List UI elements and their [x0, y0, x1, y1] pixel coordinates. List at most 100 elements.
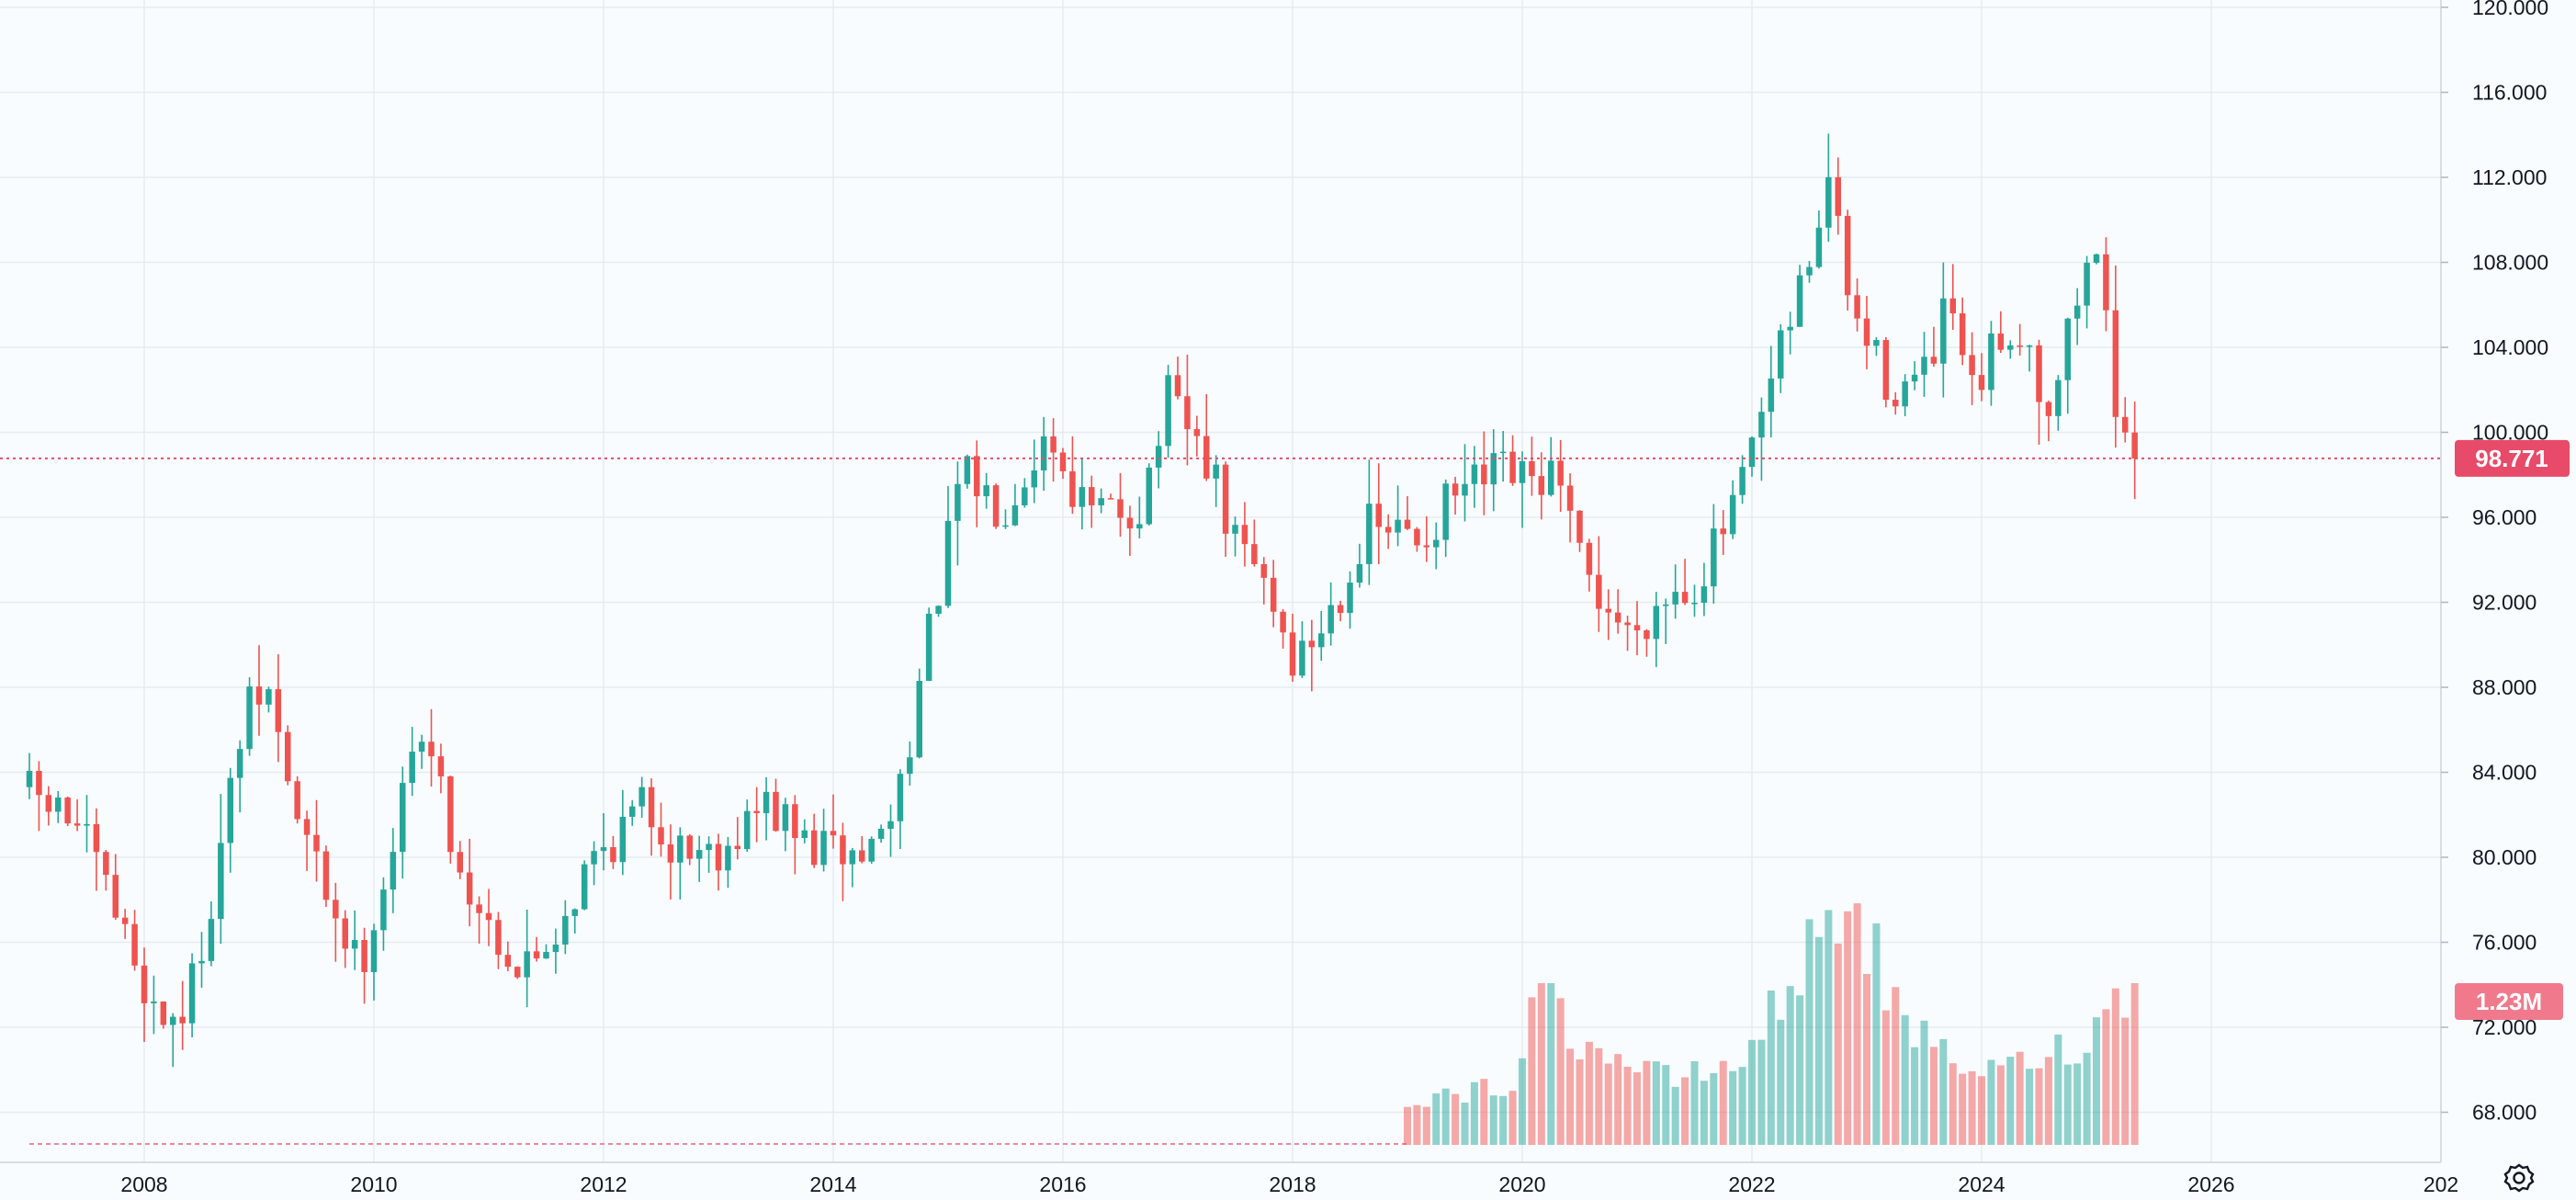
candle — [887, 804, 894, 857]
candle — [2017, 323, 2023, 356]
y-tick-label: 112.000 — [2472, 165, 2547, 189]
candle — [1165, 365, 1171, 458]
candle — [1241, 502, 1248, 567]
candle — [619, 789, 627, 876]
candle — [974, 440, 980, 527]
candle — [476, 896, 482, 945]
candle — [1681, 559, 1689, 606]
candle — [1050, 418, 1056, 482]
candle — [1653, 592, 1660, 667]
candle — [322, 845, 330, 908]
x-tick-label: 2024 — [1958, 1172, 2005, 1196]
candle — [1711, 504, 1717, 604]
candle — [830, 794, 837, 849]
candle — [935, 606, 942, 617]
candle — [610, 835, 616, 869]
candle — [1988, 321, 1994, 406]
candle — [1787, 311, 1793, 355]
gear-icon[interactable] — [2501, 1160, 2537, 1196]
candle — [2103, 237, 2109, 332]
volume-bar — [1681, 1077, 1689, 1145]
candle — [1059, 447, 1067, 480]
candle — [1633, 601, 1641, 656]
candle — [571, 908, 578, 934]
candle — [1203, 394, 1210, 481]
candle — [840, 822, 846, 901]
candle — [1011, 483, 1019, 526]
volume-bar — [1911, 1047, 1919, 1145]
volume-bar — [1786, 986, 1794, 1145]
candle — [151, 975, 157, 1035]
candle — [466, 838, 473, 927]
candle — [801, 819, 808, 843]
candle — [1873, 336, 1880, 357]
volume-bar — [1441, 1088, 1450, 1145]
candle — [514, 966, 521, 979]
candle — [1576, 510, 1583, 552]
volume-bar — [2121, 1017, 2130, 1145]
candle — [1452, 476, 1459, 515]
candle — [1337, 600, 1344, 622]
candle — [533, 936, 540, 962]
volume-bar — [1729, 1070, 1737, 1145]
y-tick-label: 116.000 — [2472, 81, 2547, 105]
volume-bar — [1863, 973, 1870, 1145]
volume-bar — [1470, 1081, 1478, 1145]
candle — [1193, 415, 1201, 457]
candle — [73, 798, 81, 832]
candle — [1213, 455, 1219, 507]
candle — [1663, 598, 1669, 644]
candle — [1844, 209, 1851, 311]
time-axis[interactable]: 2008 2010 2012 2014 2016 2018 2020 2022 2024 2026… — [120, 1172, 2458, 1196]
volume-bar — [1499, 1095, 1508, 1145]
candle — [695, 835, 703, 882]
last-volume-badge: 1.23M — [2455, 983, 2563, 1020]
candle — [1768, 345, 1775, 437]
candle — [457, 841, 463, 879]
candle — [236, 740, 243, 813]
candle — [361, 927, 367, 1004]
candle — [255, 645, 263, 736]
candle — [2007, 340, 2014, 359]
candle — [266, 686, 272, 713]
candle — [1921, 332, 1927, 397]
volume-bar — [2026, 1069, 2034, 1145]
candle — [1557, 439, 1564, 513]
candle — [285, 725, 291, 786]
candle — [485, 889, 492, 946]
candle — [1997, 311, 2005, 354]
volume-bar — [1461, 1102, 1469, 1145]
volume-bar — [1796, 995, 1804, 1145]
candle — [1404, 495, 1411, 530]
candle — [1700, 562, 1708, 617]
candle — [648, 778, 655, 856]
candle — [1586, 538, 1593, 592]
x-tick-label: 202 — [2423, 1172, 2458, 1196]
volume-bar — [1777, 1019, 1785, 1145]
candle — [342, 910, 348, 968]
x-tick-label: 2018 — [1269, 1172, 1316, 1196]
candle — [303, 810, 311, 871]
candle — [1969, 332, 1975, 405]
candle — [686, 833, 693, 866]
candle — [810, 813, 818, 868]
candle — [1280, 608, 1286, 649]
volume-bar — [1872, 923, 1881, 1145]
candle — [1251, 519, 1258, 567]
candle — [390, 828, 397, 913]
candle — [1423, 515, 1430, 562]
y-tick-label: 108.000 — [2472, 251, 2548, 275]
candle — [1499, 431, 1507, 482]
candle — [1624, 616, 1631, 651]
candle — [1270, 560, 1277, 628]
candle — [2093, 253, 2100, 265]
volume-bar — [1595, 1047, 1603, 1145]
candle — [1691, 584, 1698, 617]
candle — [1548, 436, 1554, 497]
candle — [400, 766, 406, 879]
last-price-label: 98.771 — [2475, 445, 2548, 472]
candle — [1720, 510, 1726, 555]
